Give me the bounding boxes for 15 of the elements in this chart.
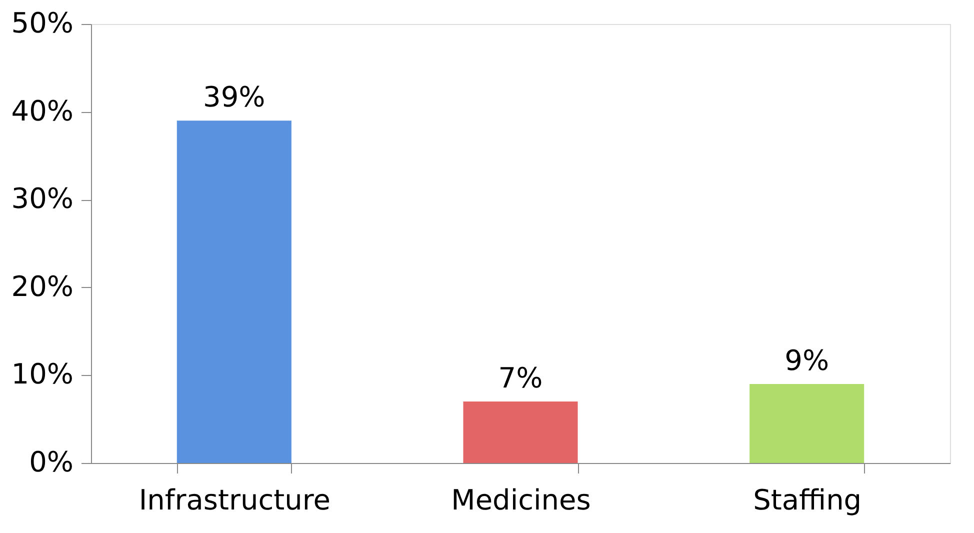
y-tick-label: 40% [11,94,74,128]
bar [176,120,292,463]
bar [750,384,864,463]
data-label: 9% [784,344,830,377]
data-label: 7% [498,362,543,395]
y-tick-label: 30% [11,182,74,216]
x-tick-label: Infrastructure [138,484,330,516]
y-tick-label: 20% [11,270,74,303]
bar [463,402,578,463]
y-tick-label: 10% [11,358,74,391]
x-tick-label: Staffing [753,484,862,516]
y-tick-label: 50% [11,6,74,40]
data-label: 39% [203,80,266,114]
x-tick-label: Medicines [451,484,591,516]
y-tick-label: 0% [29,446,74,478]
